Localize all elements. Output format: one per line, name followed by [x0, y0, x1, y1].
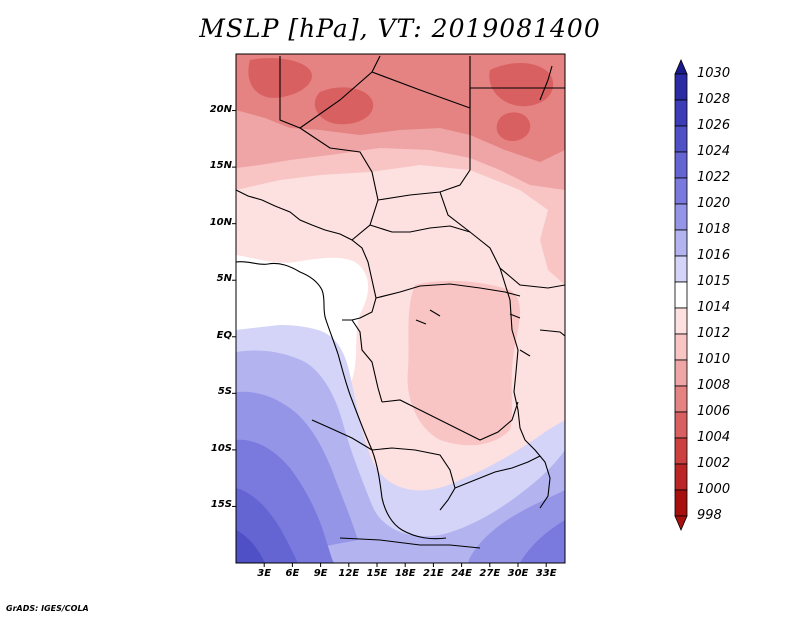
- colorbar-swatch: [674, 255, 688, 283]
- lon-label: 21E: [423, 568, 444, 579]
- colorbar-swatch: [674, 229, 688, 257]
- axis-ticks: [232, 110, 547, 567]
- colorbar-level-label: 1028: [697, 92, 731, 107]
- colorbar-swatch: [674, 333, 688, 361]
- map-frame: [235, 53, 566, 564]
- lon-label: 3E: [257, 568, 272, 579]
- colorbar-swatch: [674, 437, 688, 465]
- colorbar-level-label: 1026: [697, 118, 731, 133]
- lat-label: 15N: [209, 160, 232, 172]
- colorbar-level-label: 1000: [697, 482, 731, 497]
- colorbar-swatch: [674, 99, 688, 127]
- colorbar-swatch: [674, 281, 688, 309]
- colorbar-level-label: 1002: [697, 456, 731, 471]
- colorbar-swatch: [674, 489, 688, 517]
- colorbar-level-label: 1012: [697, 326, 731, 341]
- colorbar-level-label: 1014: [697, 300, 731, 315]
- lat-label: 5S: [217, 386, 232, 398]
- lon-label: 12E: [338, 568, 360, 579]
- colorbar-swatch: [674, 385, 688, 413]
- colorbar-level-label: 1016: [697, 248, 731, 263]
- contour-1004: [248, 58, 554, 142]
- colorbar-bottom-arrow: [674, 515, 688, 532]
- colorbar-level-label: 1018: [697, 222, 731, 237]
- colorbar-level-label: 1015: [697, 274, 731, 289]
- lon-label: 9E: [313, 568, 328, 579]
- lon-label: 15E: [366, 568, 388, 579]
- lat-label: 20N: [209, 103, 232, 115]
- atlantic-ocean: [236, 266, 322, 330]
- colorbar-swatch: [674, 307, 688, 335]
- colorbar-level-label: 1030: [697, 66, 731, 81]
- lat-label: 15S: [210, 499, 232, 511]
- lon-label: 24E: [451, 568, 472, 579]
- contour-1020: [236, 439, 565, 563]
- colorbar-level-label: 1008: [697, 378, 731, 393]
- colorbar-swatch: [674, 177, 688, 205]
- colorbar-swatch: [674, 73, 688, 101]
- colorbar-top-arrow: [674, 58, 688, 75]
- grads-credit: GrADS: IGES/COLA: [6, 604, 89, 613]
- contour-1012-center: [407, 280, 520, 446]
- lat-label: 10S: [210, 442, 232, 454]
- lon-label: 30E: [507, 568, 529, 579]
- lon-label: 18E: [394, 568, 416, 579]
- colorbar-level-label: 1024: [697, 144, 731, 159]
- colorbar-level-label: 998: [697, 508, 722, 523]
- contour-1006: [236, 54, 565, 162]
- lat-label: 10N: [209, 216, 232, 228]
- colorbar-swatch: [674, 151, 688, 179]
- colorbar-level-label: 1004: [697, 430, 731, 445]
- colorbar-level-label: 1010: [697, 352, 731, 367]
- colorbar-swatch: [674, 463, 688, 491]
- map-title: MSLP [hPa], VT: 2019081400: [199, 14, 601, 43]
- colorbar-swatch: [674, 411, 688, 439]
- lat-label: EQ: [216, 329, 232, 341]
- colorbar-swatch: [674, 203, 688, 231]
- colorbar-level-label: 1022: [697, 170, 731, 185]
- lon-label: 33E: [535, 568, 557, 579]
- colorbar-level-label: 1020: [697, 196, 731, 211]
- contour-1024: [236, 530, 265, 563]
- colorbar-level-label: 1006: [697, 404, 731, 419]
- lat-label: 5N: [216, 273, 232, 285]
- colorbar-swatch: [674, 125, 688, 153]
- lon-label: 6E: [285, 568, 300, 579]
- lon-label: 27E: [479, 568, 501, 579]
- colorbar-swatch: [674, 359, 688, 387]
- coastlines: [236, 55, 565, 549]
